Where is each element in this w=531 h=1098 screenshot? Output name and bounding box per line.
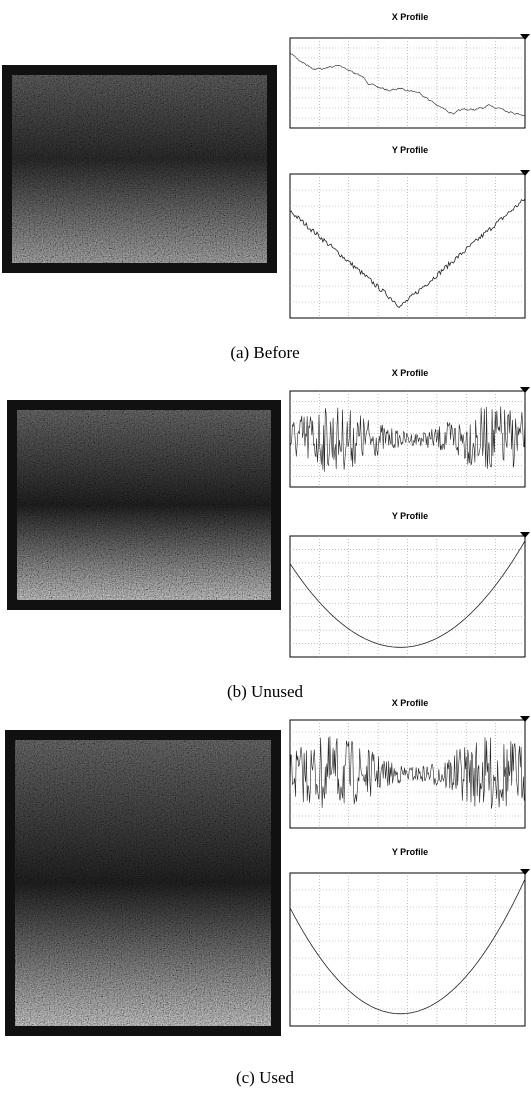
- profile-line: [289, 540, 526, 648]
- image-shade: [12, 405, 276, 605]
- profile-line: [289, 736, 526, 809]
- marker: [520, 869, 530, 875]
- marker: [520, 716, 530, 722]
- profile-line: [289, 406, 526, 472]
- profile-line: [289, 198, 526, 309]
- profile-line: [289, 52, 526, 117]
- plot-title: X Profile: [392, 698, 429, 708]
- caption: (c) Used: [236, 1068, 295, 1087]
- caption: (a) Before: [230, 343, 299, 362]
- image-border: [5, 730, 281, 1036]
- marker: [520, 532, 530, 538]
- image-border: [2, 65, 277, 273]
- marker: [520, 34, 530, 40]
- plot-title: X Profile: [392, 12, 429, 22]
- image-shade: [7, 70, 272, 268]
- plot-title: Y Profile: [392, 145, 428, 155]
- plot-title: Y Profile: [392, 847, 428, 857]
- profile-line: [289, 878, 526, 1015]
- image-shade: [10, 735, 276, 1031]
- caption: (b) Unused: [227, 682, 304, 701]
- plot-title: Y Profile: [392, 511, 428, 521]
- plot-title: X Profile: [392, 368, 429, 378]
- marker: [520, 387, 530, 393]
- plot-frame: [289, 872, 526, 1027]
- marker: [520, 170, 530, 176]
- image-border: [7, 400, 281, 610]
